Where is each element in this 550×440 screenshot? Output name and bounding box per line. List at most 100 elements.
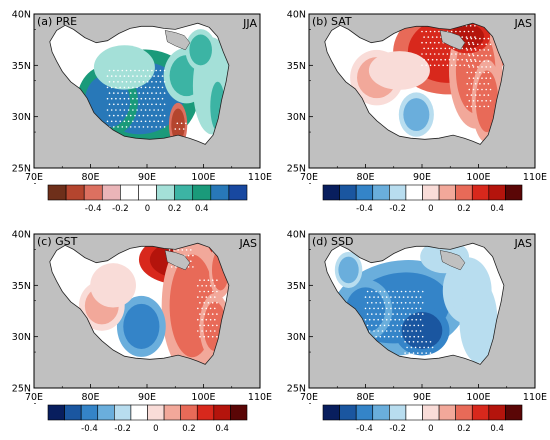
significance-dot [474,37,477,40]
significance-dot [383,324,386,327]
season-label: JAS [513,237,532,250]
significance-dot [115,86,117,89]
colorbar-label: 0 [145,204,150,214]
significance-dot [421,352,423,354]
significance-dot [404,352,406,354]
significance-dot [417,313,420,315]
significance-dot [375,324,377,327]
significance-dot [216,302,218,304]
significance-dot [192,266,194,268]
significance-dot [364,296,367,298]
colorbar-label: -0.2 [389,204,406,214]
significance-dot [119,75,121,77]
significance-dot [205,285,208,287]
significance-dot [485,88,487,91]
colorbar-swatch [101,184,121,201]
significance-dot [129,126,132,128]
significance-dot [121,114,124,117]
significance-dot [364,307,367,310]
significance-dot [392,313,394,315]
significance-dot [117,69,119,72]
colorbar-swatch [213,404,231,421]
significance-dot [385,296,388,298]
season-label: JAS [513,17,532,30]
significance-dot [483,71,485,74]
significance-dot [125,81,128,83]
colorbar-label: 0 [428,424,433,434]
colorbar-swatch [196,404,215,421]
colorbar-label: -0.4 [356,204,373,214]
significance-dot [110,86,113,89]
x-tick-label: 90E [138,172,156,183]
x-tick-label: 70E [25,172,43,183]
significance-dot [472,30,474,33]
significance-dot [394,307,396,310]
colorbar-label: -0.2 [112,204,129,214]
colorbar-swatch [163,404,181,421]
significance-dot [485,43,487,46]
significance-dot [161,75,164,77]
significance-dot [472,54,475,57]
significance-dot [487,71,490,74]
significance-dot [201,318,203,321]
significance-dot [140,109,143,111]
significance-dot [479,105,481,108]
significance-dot [379,335,382,338]
significance-dot [489,77,492,79]
significance-dot [388,290,390,293]
colorbar-swatch [471,184,490,201]
significance-dot [479,60,481,62]
significance-dot [455,64,457,67]
significance-dot [474,83,477,85]
significance-dot [155,92,157,94]
significance-dot [425,64,427,67]
significance-dot [423,47,425,50]
basin-cutout [164,250,191,271]
significance-dot [421,64,423,67]
significance-dot [396,313,399,315]
significance-dot [427,36,430,38]
colorbar-swatch [405,184,423,201]
y-tick-label: 35N [12,281,31,292]
significance-dot [396,302,399,304]
significance-dot [436,58,438,61]
significance-dot [129,81,132,83]
season-label: JJA [242,17,257,30]
significance-dot [483,94,485,96]
significance-dot [129,103,132,106]
significance-dot [203,279,205,281]
significance-dot [115,109,117,111]
significance-dot [134,69,136,72]
significance-dot [159,114,162,117]
colorbar-swatch [405,404,423,421]
significance-dot [373,318,375,321]
significance-dot [138,114,140,117]
significance-dot [379,302,382,304]
significance-dot [146,103,149,106]
significance-dot [197,330,199,332]
panel-title: (a) PRE [37,15,77,28]
significance-dot [438,53,440,55]
significance-dot [138,92,140,94]
colorbar-swatch [80,404,99,421]
significance-dot [146,114,149,117]
significance-dot [427,346,430,349]
significance-dot [444,58,447,61]
significance-dot [129,114,132,117]
colorbar-swatch [138,184,157,201]
significance-dot [134,103,136,106]
significance-dot [177,249,179,251]
significance-dot [207,279,210,281]
significance-dot [481,66,483,68]
significance-dot [461,58,463,61]
significance-dot [390,330,392,332]
significance-dot [472,41,474,44]
colorbar-label: -0.4 [85,204,102,214]
significance-dot [149,120,151,123]
significance-dot [155,114,157,117]
significance-dot [106,120,109,123]
significance-dot [413,335,415,338]
significance-dot [396,290,399,293]
